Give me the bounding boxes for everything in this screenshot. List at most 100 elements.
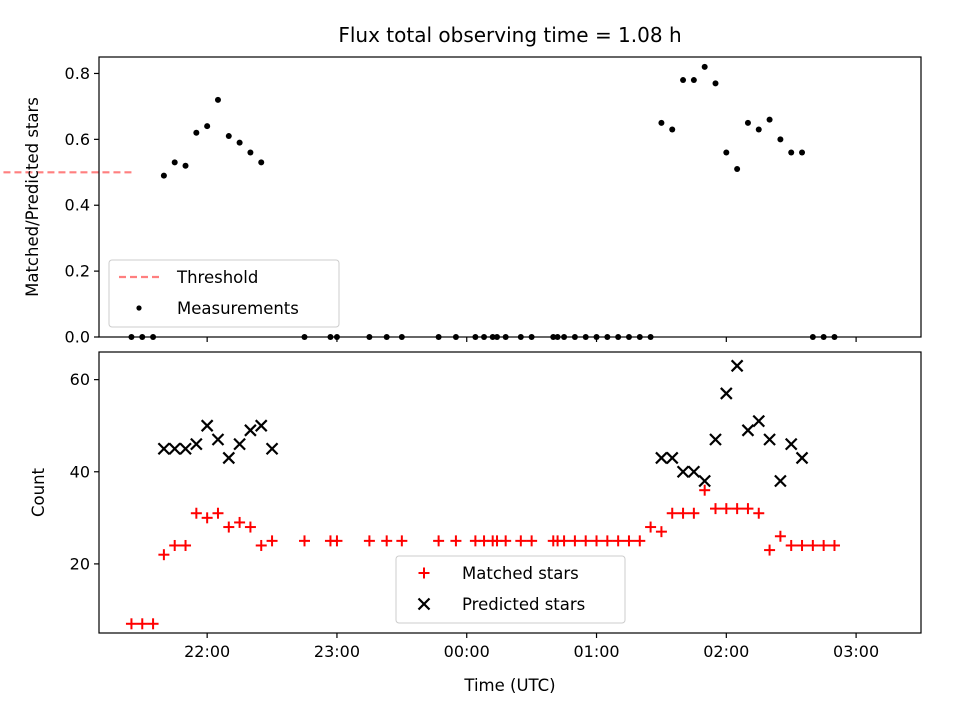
measurement-point [766,116,773,123]
legend-predicted-x-marker [417,597,431,611]
legend-measurements-label: Measurements [177,299,299,318]
matched-star-point [645,521,657,533]
matched-star-point [828,539,840,551]
measurement-point [236,139,243,146]
x-axis-label: Time (UTC) [463,676,555,695]
measurement-point [171,159,178,166]
measurement-point [777,136,784,143]
matched-star-point [212,507,224,519]
predicted-star-point [763,433,776,446]
matched-star-point [299,535,310,547]
measurement-point [182,162,189,169]
predicted-star-point [254,419,268,432]
matched-star-point [558,535,570,547]
predicted-star-point [730,359,744,373]
matched-star-point [818,539,830,551]
x-tick-label: 02:00 [703,642,749,661]
matched-star-point [396,535,408,547]
measurement-point [225,133,232,140]
predicted-star-point [752,414,766,428]
matched-star-point [147,618,159,630]
matched-star-point [381,535,393,547]
bottom-y-ticks: 20 40 60 [70,370,99,573]
matched-star-point [515,535,527,547]
predicted-star-point [179,442,192,456]
bottom-y-axis-label: Count [29,467,48,517]
x-tick-label: 23:00 [314,642,360,661]
matched-star-point [796,539,808,551]
measurement-point [734,166,741,172]
matched-star-point [764,544,776,556]
measurement-point [723,149,730,156]
bottom-x-ticks: 22:00 23:00 00:00 01:00 02:00 03:00 [184,633,879,661]
matched-star-point [158,549,170,561]
matched-star-point [807,539,819,551]
measurement-point [258,159,265,166]
matched-star-point [753,507,765,519]
predicted-star-point [211,433,225,446]
matched-star-point [569,535,581,547]
y-tick-label: 40 [70,462,90,481]
x-tick-label: 00:00 [444,642,490,661]
measurement-point [788,149,795,156]
measurement-point [658,119,665,126]
matched-star-point [255,539,267,551]
matched-star-point [201,512,213,524]
matched-star-point [774,530,786,542]
measurement-point [755,126,762,133]
predicted-star-point [687,465,701,479]
matched-star-point [601,535,613,547]
matched-star-point [180,539,192,551]
matched-star-point [450,535,462,547]
measurement-point [712,80,719,87]
legend-measurements-dot [136,305,142,311]
matched-star-point [655,526,667,538]
matched-star-point [731,503,743,515]
bottom-panel: 20 40 60 22:00 23:00 00:00 01:00 02:00 03:00 Co… [29,351,922,695]
matched-star-point [742,503,754,515]
matched-star-point [526,535,538,547]
predicted-star-point [265,442,279,456]
matched-star-point [223,521,235,533]
y-tick-label: 0.4 [65,196,90,215]
matched-star-point [266,535,278,547]
y-tick-label: 0.6 [65,130,90,149]
measurement-point [669,126,676,133]
matched-star-point [500,535,512,547]
matched-star-point [720,503,732,515]
matched-star-point [433,535,445,547]
y-tick-label: 60 [70,370,90,389]
top-legend: Threshold Measurements [108,259,340,328]
chart-title: Flux total observing time = 1.08 h [338,23,681,47]
predicted-star-point [655,451,668,465]
predicted-star-point [200,419,214,432]
matched-star-point [591,535,603,547]
bottom-data-marks [125,359,840,630]
legend-threshold-label: Threshold [176,268,258,287]
predicted-star-point [795,451,809,465]
measurement-point [690,77,697,84]
y-tick-label: 0.2 [65,262,90,281]
predicted-star-point [190,437,203,451]
measurement-point [204,123,211,130]
measurement-point [680,77,687,84]
measurement-point [744,119,751,126]
matched-star-point [677,507,689,519]
predicted-star-point [157,442,171,456]
predicted-star-point [784,437,798,451]
matched-star-point [710,503,721,515]
predicted-star-point [720,387,733,400]
legend-matched-label: Matched stars [462,564,579,583]
x-tick-label: 01:00 [573,642,619,661]
matched-star-point [244,521,256,533]
matched-star-point [125,618,137,630]
matched-star-point [169,539,181,551]
predicted-star-point [698,474,711,488]
matched-star-point [623,535,635,547]
y-tick-label: 20 [70,554,90,573]
legend-matched-plus-marker [418,567,430,579]
measurement-point [193,129,200,136]
matched-star-point [699,484,711,496]
matched-star-point [234,516,246,528]
